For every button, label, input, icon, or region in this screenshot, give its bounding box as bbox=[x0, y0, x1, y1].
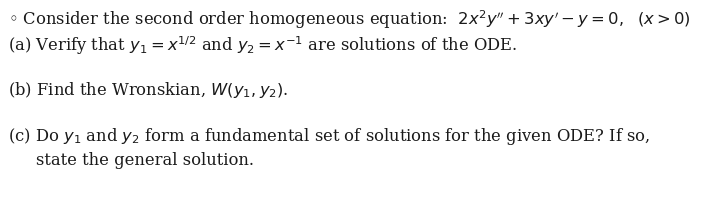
Text: (a) Verify that $y_1=x^{1/2}$ and $y_2=x^{-1}$ are solutions of the ODE.: (a) Verify that $y_1=x^{1/2}$ and $y_2=x… bbox=[8, 34, 517, 57]
Text: state the general solution.: state the general solution. bbox=[36, 152, 254, 169]
Text: (b) Find the Wronskian, $W(y_1,y_2)$.: (b) Find the Wronskian, $W(y_1,y_2)$. bbox=[8, 80, 289, 100]
Text: ◦ Consider the second order homogeneous equation:  $2x^2y''+3xy'-y=0, \ \ (x>0)$: ◦ Consider the second order homogeneous … bbox=[8, 8, 690, 31]
Text: (c) Do $y_1$ and $y_2$ form a fundamental set of solutions for the given ODE? If: (c) Do $y_1$ and $y_2$ form a fundamenta… bbox=[8, 126, 651, 147]
